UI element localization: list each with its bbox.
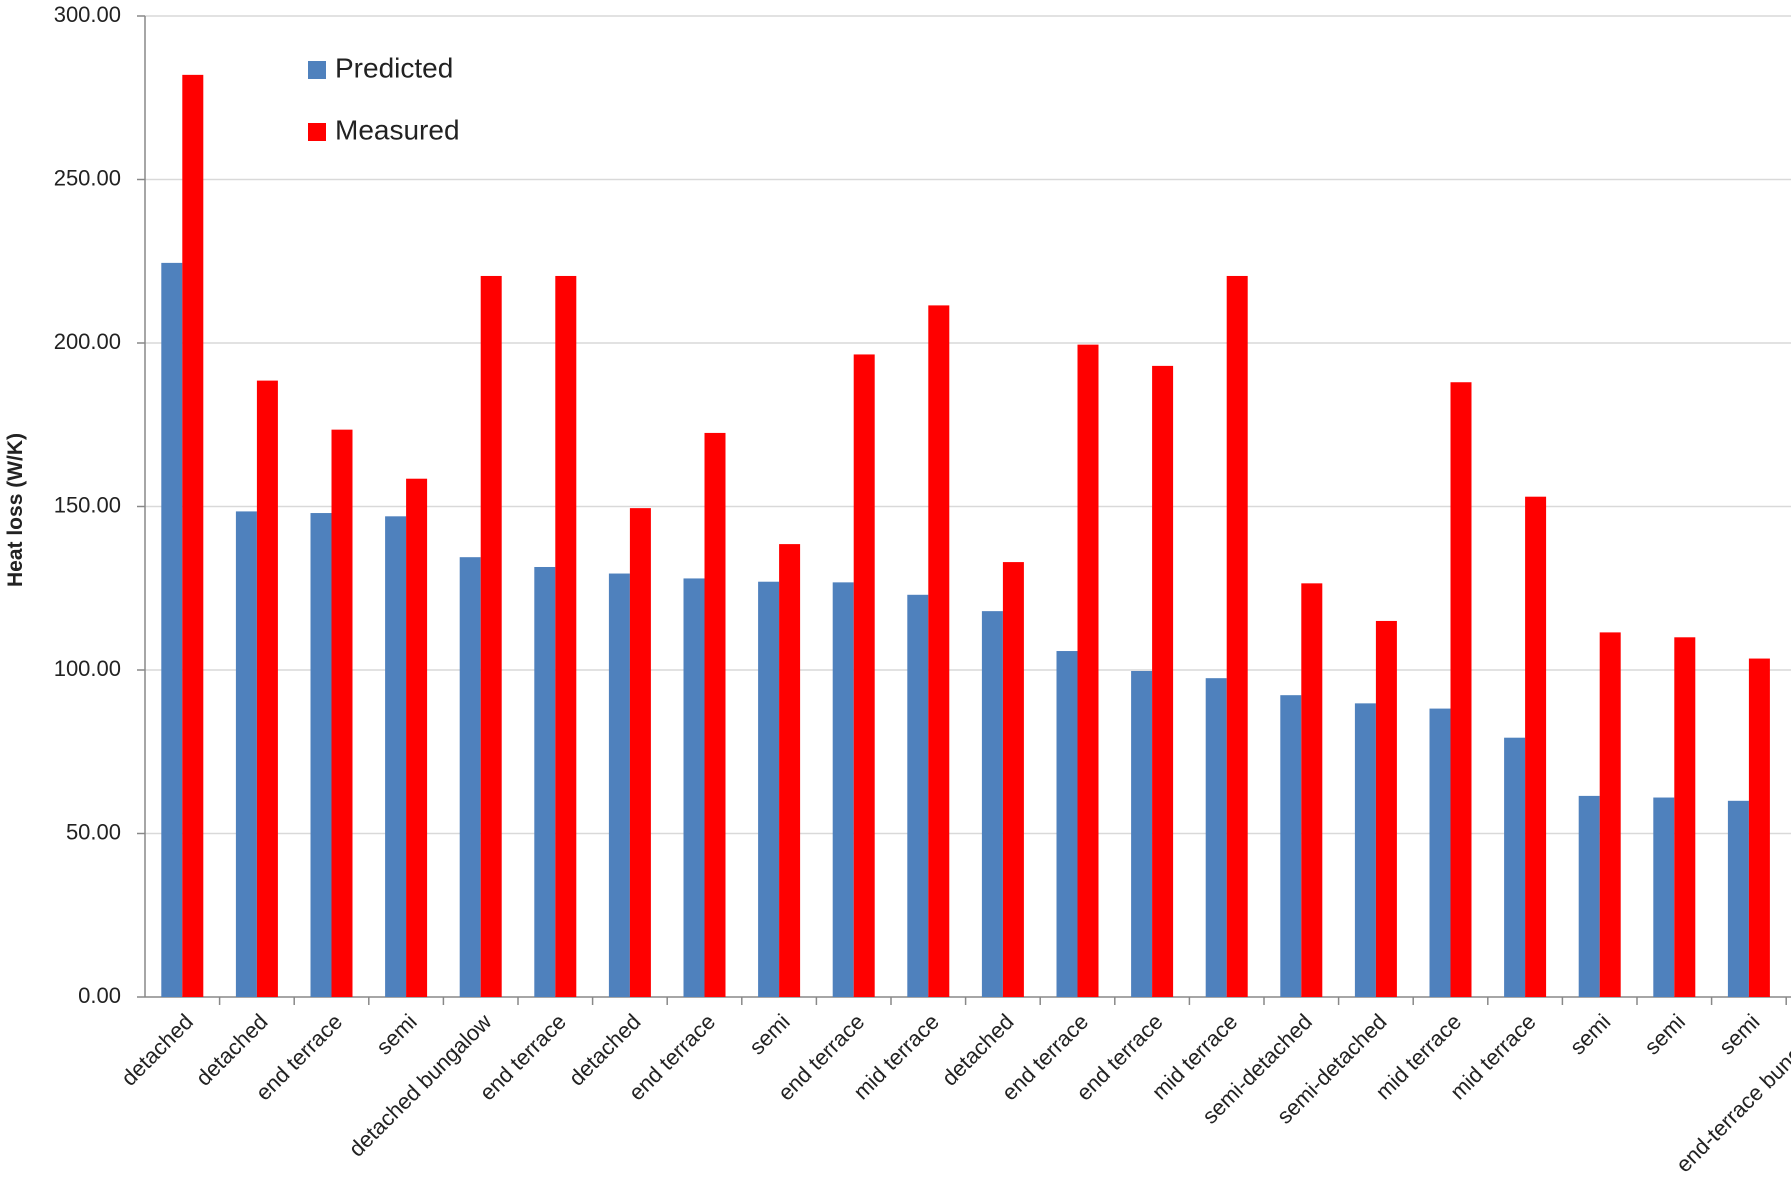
bar — [928, 305, 950, 997]
x-tick-label: semi — [371, 1009, 422, 1060]
bar — [235, 511, 257, 997]
legend-swatch — [308, 61, 326, 79]
bar — [1280, 695, 1302, 997]
x-tick-label: detached bungalow — [344, 1009, 497, 1162]
bar — [1002, 562, 1024, 997]
y-tick-label: 0.00 — [78, 983, 121, 1008]
x-tick-label: semi — [1565, 1009, 1616, 1060]
bar — [907, 594, 929, 997]
bar — [1504, 737, 1526, 997]
bar — [1205, 678, 1227, 997]
bar — [1653, 797, 1675, 997]
x-tick-label: semi — [1639, 1009, 1690, 1060]
bar — [385, 516, 407, 997]
bar — [161, 262, 183, 997]
x-tick-label: detached — [116, 1009, 198, 1091]
bar — [1674, 637, 1696, 997]
legend-label: Predicted — [335, 52, 453, 83]
bar — [629, 508, 651, 997]
bar — [1056, 651, 1078, 997]
x-tick-label: semi — [1714, 1009, 1765, 1060]
y-axis-label: Heat loss (W/K) — [4, 433, 27, 587]
bar — [1354, 703, 1376, 997]
y-tick-label: 100.00 — [54, 656, 121, 681]
bar — [608, 573, 630, 997]
bar — [758, 581, 780, 997]
legend-swatch — [308, 123, 326, 141]
bar — [981, 611, 1003, 997]
bar — [1375, 620, 1397, 997]
bar — [310, 513, 332, 997]
bar — [459, 557, 481, 997]
bar — [1301, 583, 1323, 997]
bar — [704, 432, 726, 997]
bar — [256, 380, 278, 998]
bar — [1429, 708, 1451, 997]
legend-label: Measured — [335, 114, 460, 145]
bar — [1131, 670, 1153, 997]
bar — [1152, 365, 1174, 997]
bar — [683, 578, 705, 997]
bar — [1077, 344, 1099, 997]
x-tick-label: semi — [744, 1009, 795, 1060]
bar — [182, 74, 204, 998]
bar — [1450, 382, 1472, 997]
bar — [406, 478, 428, 998]
y-tick-label: 200.00 — [54, 329, 121, 354]
bar — [480, 275, 502, 998]
bar — [1727, 800, 1749, 997]
y-tick-label: 150.00 — [54, 492, 121, 517]
bar — [1748, 658, 1770, 997]
bar — [779, 544, 801, 997]
bar — [1599, 632, 1621, 997]
y-tick-label: 250.00 — [54, 165, 121, 190]
bar — [853, 354, 875, 997]
bar — [1525, 496, 1547, 997]
bar — [832, 582, 854, 997]
y-tick-label: 50.00 — [66, 819, 121, 844]
bar — [1578, 795, 1600, 997]
bar — [555, 275, 577, 998]
y-tick-label: 300.00 — [54, 2, 121, 27]
bar — [331, 429, 353, 997]
bar — [534, 566, 556, 997]
bar — [1226, 275, 1248, 998]
